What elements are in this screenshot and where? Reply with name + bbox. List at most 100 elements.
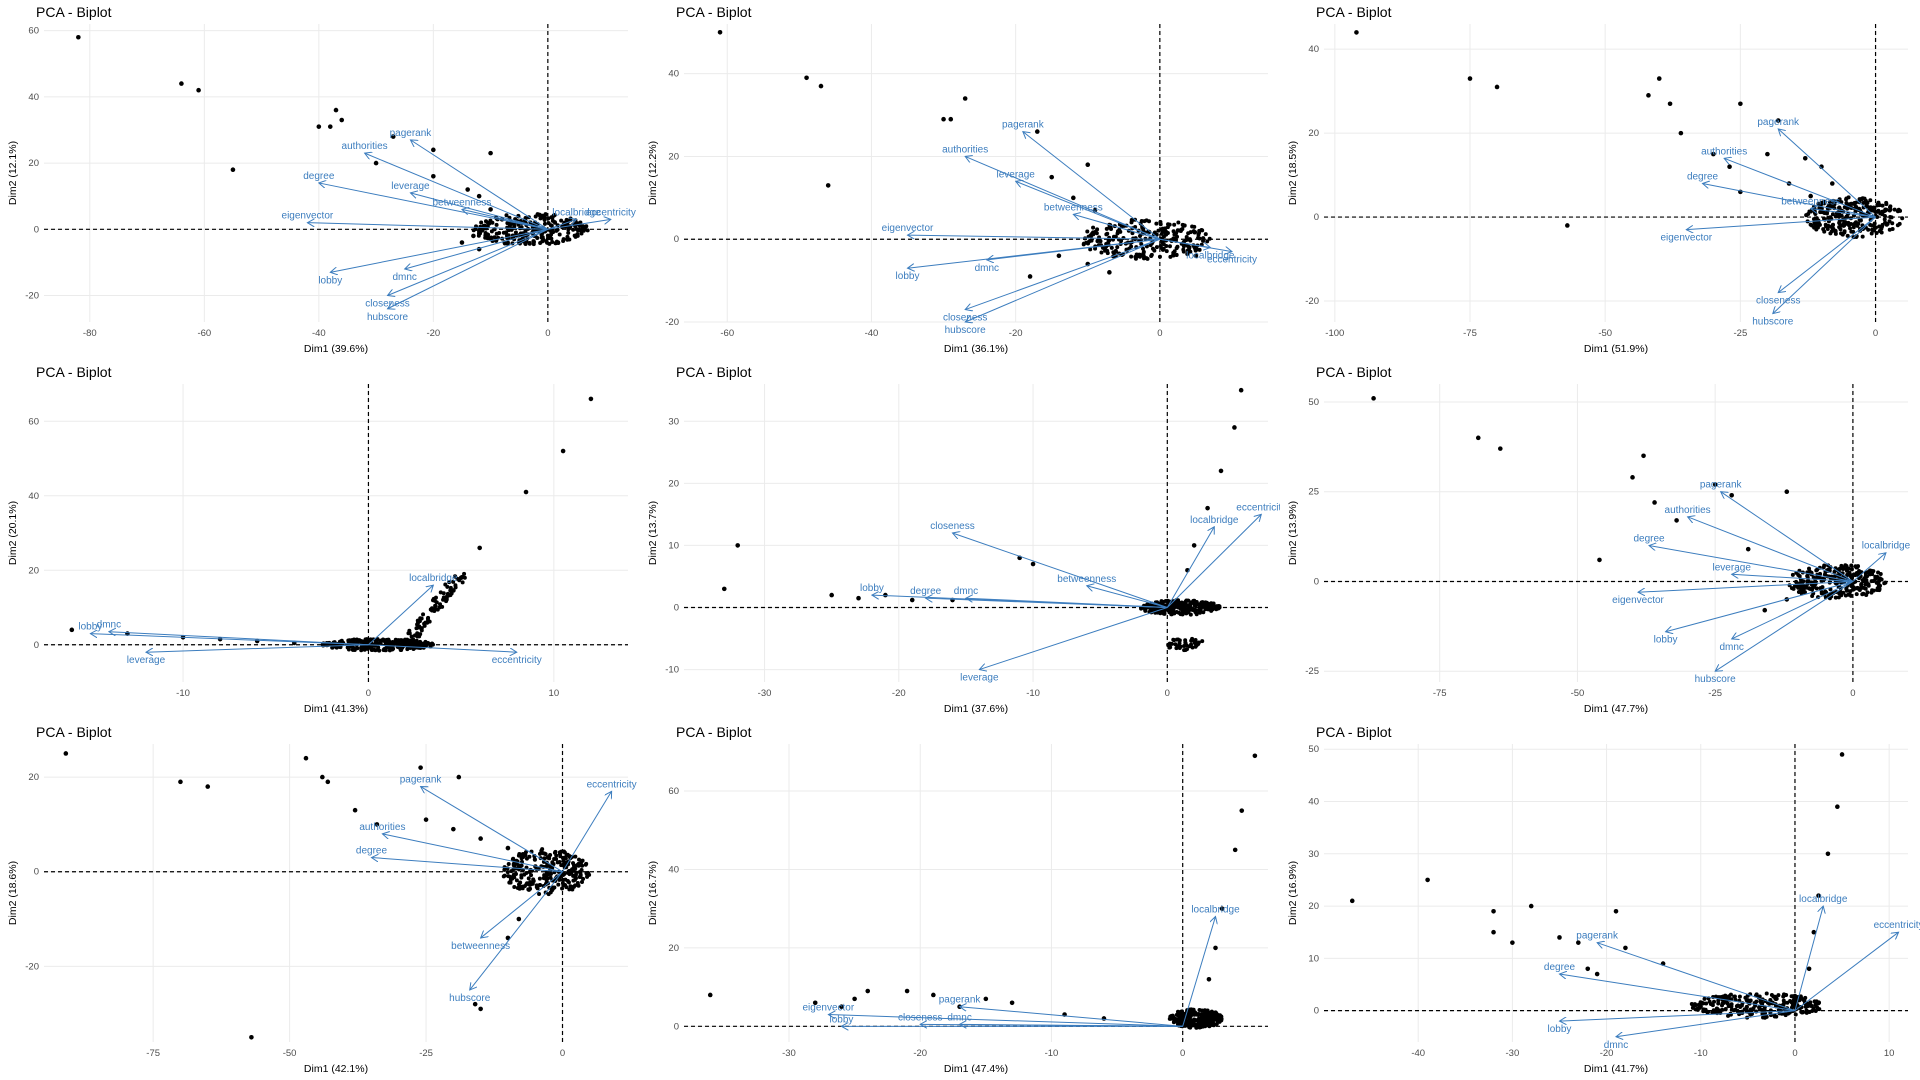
data-point: [1807, 566, 1812, 571]
data-point: [529, 873, 534, 878]
data-point: [1475, 435, 1481, 441]
data-point: [1842, 223, 1847, 228]
y-tick-label: 20: [668, 478, 679, 489]
data-point: [1828, 587, 1833, 592]
data-point: [354, 637, 359, 642]
biplot-svg: -40 -30 -20 -10 0 10 0 10 20 30 40 50 Dim1 (41.7%) Di…: [1287, 744, 1920, 1075]
data-point: [1170, 1014, 1175, 1019]
loading-label: dmnc: [392, 272, 416, 283]
data-point: [523, 853, 528, 858]
data-point: [408, 640, 413, 645]
data-point: [537, 212, 542, 217]
data-point: [1154, 221, 1159, 226]
data-point: [486, 232, 491, 237]
data-point: [523, 241, 528, 246]
data-point: [1775, 118, 1781, 123]
data-point: [1210, 607, 1215, 612]
data-point: [416, 643, 421, 648]
data-point: [1349, 898, 1355, 904]
data-point: [1211, 1012, 1216, 1017]
data-point: [1630, 475, 1635, 480]
data-point: [431, 596, 436, 601]
data-point: [1801, 579, 1806, 584]
data-point: [1729, 1007, 1734, 1012]
x-tick-label: 10: [1884, 1048, 1895, 1059]
data-point: [1838, 227, 1843, 232]
data-point: [1196, 232, 1201, 237]
data-point: [411, 646, 416, 651]
loading-label: eccentricity: [1236, 502, 1280, 513]
y-tick-label: -20: [665, 317, 679, 328]
x-tick-label: -30: [1506, 1048, 1520, 1059]
data-point: [1218, 468, 1224, 474]
data-point: [1882, 213, 1887, 218]
data-point: [550, 886, 555, 891]
data-point: [565, 852, 570, 857]
data-point: [482, 223, 487, 228]
data-point: [448, 588, 453, 593]
data-point: [1141, 246, 1146, 251]
data-point: [349, 638, 354, 643]
data-point: [1193, 1010, 1198, 1015]
data-point: [526, 876, 531, 881]
data-point: [1106, 239, 1111, 244]
data-point: [1200, 639, 1205, 644]
data-point: [1856, 221, 1861, 226]
data-point: [1167, 607, 1172, 612]
x-axis-title: Dim1 (47.7%): [1584, 703, 1648, 715]
data-point: [527, 870, 532, 875]
data-point: [1862, 576, 1867, 581]
loading-arrow: [481, 871, 563, 938]
data-point: [1199, 1008, 1204, 1013]
data-point: [373, 160, 379, 166]
data-point: [249, 1034, 254, 1040]
loading-arrow: [1616, 1010, 1796, 1037]
loading-arrow: [987, 238, 1160, 260]
loading-arrow: [1794, 932, 1899, 1012]
loading-arrow: [319, 183, 548, 230]
data-point: [1197, 609, 1202, 614]
data-point: [721, 586, 727, 592]
loading-arrow: [410, 140, 549, 230]
loading-label: lobby: [318, 275, 342, 286]
data-point: [1868, 198, 1873, 203]
data-point: [1056, 253, 1062, 259]
data-point: [406, 631, 411, 636]
data-point: [1027, 274, 1033, 279]
data-point: [537, 882, 542, 887]
x-tick-label: -60: [720, 328, 734, 339]
data-point: [1652, 500, 1657, 505]
loading-arrow: [1794, 906, 1823, 1011]
loading-arrow: [1732, 574, 1853, 582]
data-point: [1494, 84, 1500, 90]
data-point: [393, 637, 398, 642]
data-point: [1172, 237, 1177, 242]
data-point: [489, 229, 494, 234]
data-point: [1201, 1017, 1206, 1022]
data-point: [497, 231, 502, 236]
data-point: [565, 879, 570, 884]
loading-label: lobby: [830, 1014, 854, 1025]
data-point: [1185, 237, 1190, 242]
data-point: [1199, 1012, 1204, 1017]
data-point: [1191, 1023, 1196, 1028]
loading-arrow: [421, 787, 563, 873]
loading-label: degree: [303, 171, 335, 182]
data-point: [566, 230, 571, 235]
data-point: [852, 996, 857, 1002]
x-tick-label: -30: [782, 1048, 796, 1059]
x-tick-label: -60: [197, 328, 211, 339]
biplot-panel: PCA - Biplot -80 -60 -40 -20 0 -20 0 20 40 60 Dim1…: [0, 0, 640, 360]
x-tick-label: 10: [549, 688, 560, 699]
x-axis-title: Dim1 (37.6%): [944, 703, 1008, 715]
data-point: [1723, 1007, 1728, 1012]
data-point: [525, 881, 530, 886]
data-point: [1853, 564, 1858, 569]
data-point: [1510, 940, 1515, 945]
loading-label: eccentricity: [1874, 920, 1920, 931]
data-point: [360, 646, 365, 651]
data-point: [1169, 612, 1174, 617]
data-point: [1900, 216, 1905, 221]
data-point: [516, 916, 522, 922]
data-point: [1191, 1018, 1196, 1023]
